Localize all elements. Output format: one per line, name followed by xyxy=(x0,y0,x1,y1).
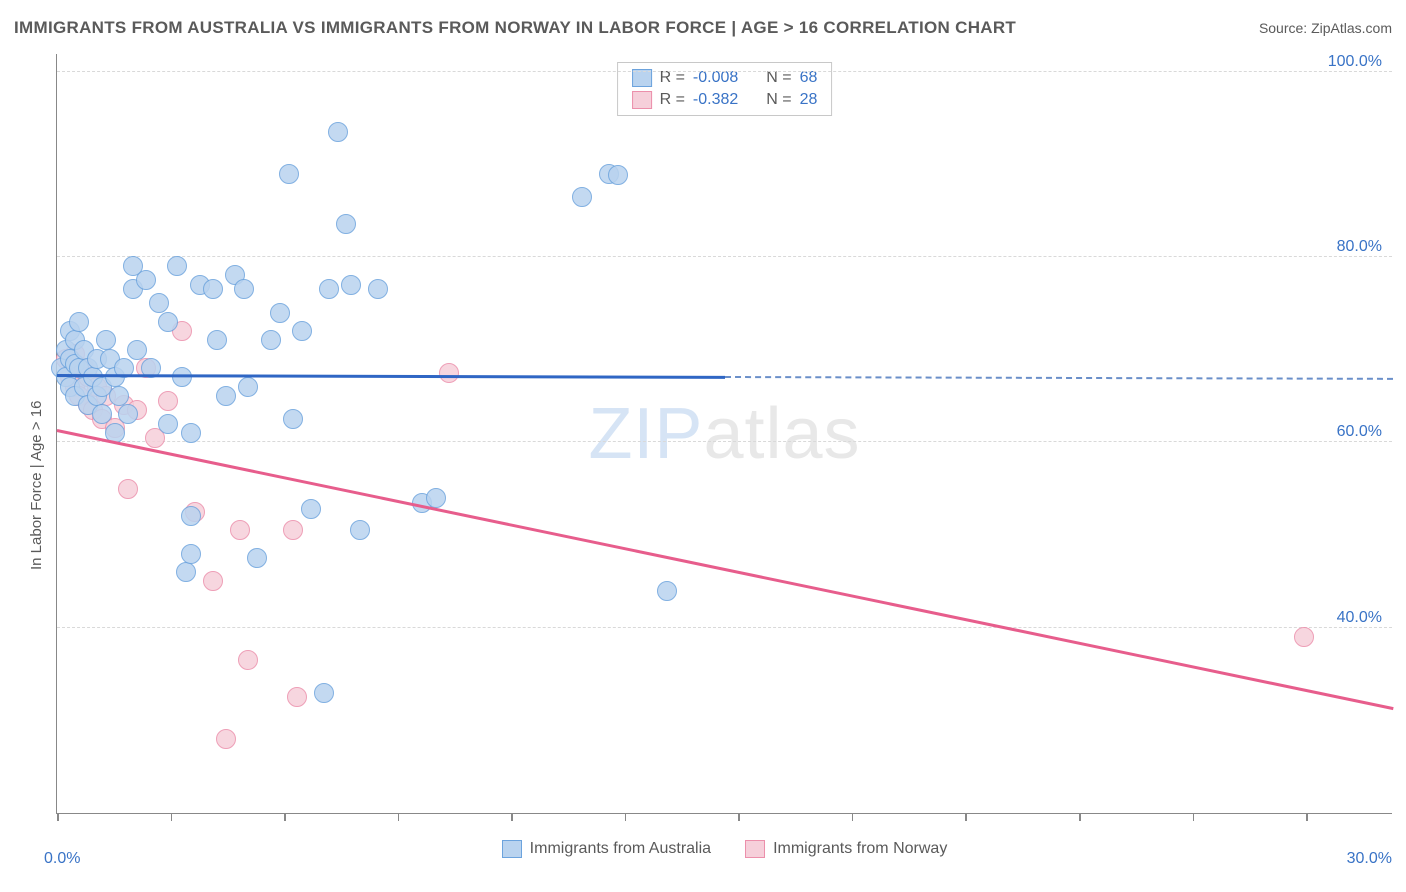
marker-australia xyxy=(314,683,334,703)
x-tick xyxy=(625,813,627,821)
trendline-extrapolated xyxy=(725,376,1393,380)
x-tick xyxy=(738,813,740,821)
marker-norway xyxy=(283,520,303,540)
y-tick-label: 100.0% xyxy=(1328,53,1382,71)
marker-australia xyxy=(149,293,169,313)
legend-swatch-australia xyxy=(632,69,652,87)
y-axis-title: In Labor Force | Age > 16 xyxy=(28,401,45,570)
x-tick xyxy=(965,813,967,821)
watermark: ZIPatlas xyxy=(588,393,860,475)
marker-australia xyxy=(136,270,156,290)
marker-australia xyxy=(176,562,196,582)
marker-australia xyxy=(167,256,187,276)
marker-australia xyxy=(118,404,138,424)
r-value-norway: -0.382 xyxy=(693,91,738,109)
y-tick-label: 60.0% xyxy=(1337,423,1382,441)
trendline xyxy=(57,374,725,378)
trendline xyxy=(57,429,1394,709)
gridline xyxy=(57,441,1392,442)
x-tick xyxy=(398,813,400,821)
marker-australia xyxy=(319,279,339,299)
legend-swatch-norway xyxy=(632,91,652,109)
marker-australia xyxy=(279,164,299,184)
y-tick-label: 80.0% xyxy=(1337,238,1382,256)
marker-australia xyxy=(341,275,361,295)
marker-norway xyxy=(158,391,178,411)
legend-label-australia: Immigrants from Australia xyxy=(530,840,711,858)
marker-australia xyxy=(181,423,201,443)
marker-australia xyxy=(207,330,227,350)
marker-australia xyxy=(96,330,116,350)
marker-norway xyxy=(439,363,459,383)
n-value-norway: 28 xyxy=(800,91,818,109)
marker-australia xyxy=(657,581,677,601)
marker-australia xyxy=(216,386,236,406)
marker-australia xyxy=(172,367,192,387)
marker-australia xyxy=(181,544,201,564)
marker-australia xyxy=(261,330,281,350)
gridline xyxy=(57,256,1392,257)
x-axis-min-label: 0.0% xyxy=(44,850,80,868)
marker-australia xyxy=(336,214,356,234)
gridline xyxy=(57,627,1392,628)
marker-australia xyxy=(301,499,321,519)
marker-australia xyxy=(368,279,388,299)
x-tick xyxy=(511,813,513,821)
marker-australia xyxy=(350,520,370,540)
source-label: Source: ZipAtlas.com xyxy=(1259,20,1392,36)
x-tick xyxy=(852,813,854,821)
x-tick xyxy=(1193,813,1195,821)
marker-australia xyxy=(181,506,201,526)
legend-label-norway: Immigrants from Norway xyxy=(773,840,947,858)
marker-australia xyxy=(203,279,223,299)
marker-australia xyxy=(69,312,89,332)
marker-australia xyxy=(283,409,303,429)
marker-australia xyxy=(92,404,112,424)
marker-norway xyxy=(230,520,250,540)
n-value-australia: 68 xyxy=(800,69,818,87)
marker-australia xyxy=(158,414,178,434)
marker-australia xyxy=(234,279,254,299)
marker-australia xyxy=(270,303,290,323)
marker-australia xyxy=(292,321,312,341)
gridline xyxy=(57,71,1392,72)
marker-australia xyxy=(109,386,129,406)
marker-norway xyxy=(216,729,236,749)
marker-australia xyxy=(426,488,446,508)
marker-norway xyxy=(1294,627,1314,647)
x-tick xyxy=(171,813,173,821)
x-tick xyxy=(1079,813,1081,821)
marker-australia xyxy=(328,122,348,142)
marker-australia xyxy=(608,165,628,185)
marker-norway xyxy=(118,479,138,499)
marker-norway xyxy=(238,650,258,670)
x-tick xyxy=(1306,813,1308,821)
x-tick xyxy=(57,813,59,821)
chart-title: IMMIGRANTS FROM AUSTRALIA VS IMMIGRANTS … xyxy=(14,18,1016,38)
y-tick-label: 40.0% xyxy=(1337,609,1382,627)
scatter-plot: ZIPatlas R = -0.008 N = 68 R = -0.382 N … xyxy=(56,54,1392,814)
x-tick xyxy=(284,813,286,821)
marker-norway xyxy=(287,687,307,707)
marker-australia xyxy=(572,187,592,207)
marker-norway xyxy=(203,571,223,591)
r-value-australia: -0.008 xyxy=(693,69,738,87)
marker-australia xyxy=(238,377,258,397)
legend-series: Immigrants from Australia Immigrants fro… xyxy=(57,840,1392,858)
marker-australia xyxy=(127,340,147,360)
x-axis-max-label: 30.0% xyxy=(1347,850,1392,868)
marker-australia xyxy=(158,312,178,332)
marker-australia xyxy=(247,548,267,568)
legend-swatch-australia xyxy=(502,840,522,858)
legend-swatch-norway xyxy=(745,840,765,858)
